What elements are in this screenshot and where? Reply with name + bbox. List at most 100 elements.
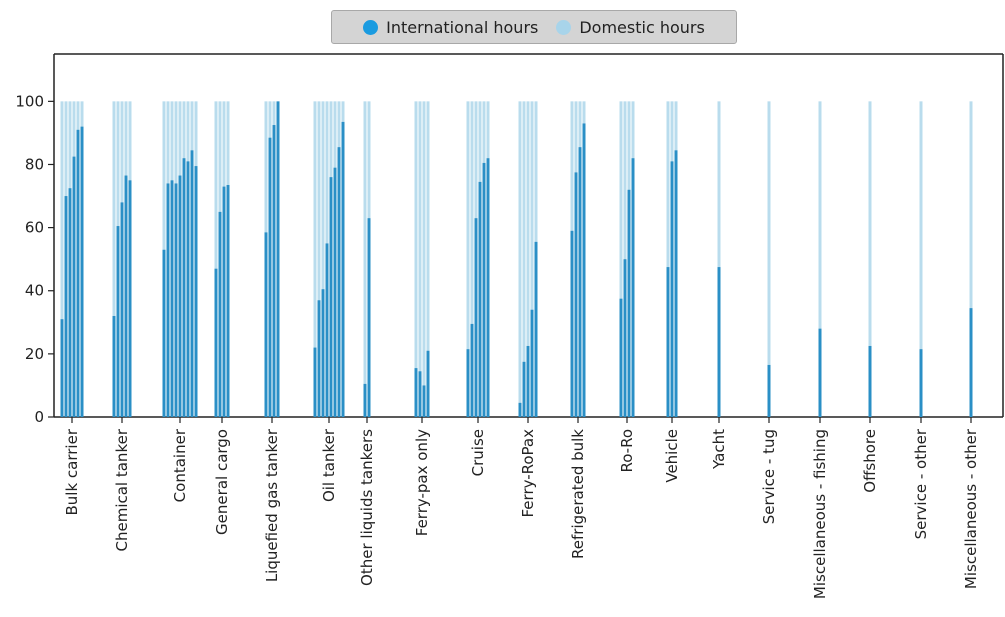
x-tick-label: Vehicle bbox=[663, 429, 681, 483]
domestic-bar bbox=[474, 101, 478, 219]
international-bar bbox=[341, 121, 345, 417]
domestic-bar bbox=[674, 101, 678, 151]
international-bar bbox=[582, 123, 586, 417]
y-tick-label: 20 bbox=[25, 345, 44, 363]
domestic-bar bbox=[526, 101, 530, 346]
domestic-bar bbox=[337, 101, 341, 148]
international-bar bbox=[317, 300, 321, 417]
international-bar bbox=[178, 175, 182, 417]
domestic-bar bbox=[574, 101, 578, 173]
domestic-bar bbox=[76, 101, 80, 130]
legend-label-international: International hours bbox=[386, 17, 539, 37]
y-tick-label: 60 bbox=[25, 219, 44, 237]
international-bar bbox=[124, 175, 128, 417]
domestic-bar bbox=[64, 101, 68, 197]
domestic-bar bbox=[60, 101, 64, 320]
domestic-bar bbox=[321, 101, 325, 290]
domestic-bar bbox=[80, 101, 84, 127]
domestic-bar bbox=[818, 101, 822, 329]
international-bar bbox=[166, 183, 170, 417]
y-tick-label: 40 bbox=[25, 282, 44, 300]
international-bar bbox=[426, 350, 430, 417]
international-bar bbox=[333, 167, 337, 417]
international-bar bbox=[522, 361, 526, 417]
x-tick-label: Miscellaneous - fishing bbox=[811, 429, 829, 599]
international-bar bbox=[214, 268, 218, 417]
domestic-bar bbox=[116, 101, 120, 227]
domestic-bar bbox=[418, 101, 422, 372]
domestic-bar bbox=[264, 101, 268, 233]
domestic-bar bbox=[582, 101, 586, 124]
international-bar bbox=[674, 150, 678, 417]
domestic-bar bbox=[578, 101, 582, 148]
international-bar bbox=[919, 349, 923, 417]
legend-item-domestic[interactable]: Domestic hours bbox=[556, 18, 705, 37]
domestic-bar bbox=[72, 101, 76, 157]
international-bar bbox=[112, 315, 116, 417]
international-bar bbox=[526, 345, 530, 417]
domestic-bar bbox=[623, 101, 627, 260]
domestic-bar bbox=[426, 101, 430, 351]
domestic-bar bbox=[112, 101, 116, 316]
international-bar bbox=[337, 147, 341, 418]
domestic-bar bbox=[414, 101, 418, 369]
x-tick-label: General cargo bbox=[213, 429, 231, 535]
international-bar bbox=[534, 241, 538, 417]
international-bar bbox=[162, 249, 166, 417]
x-tick-label: Container bbox=[171, 428, 189, 502]
x-tick-label: Offshore bbox=[861, 429, 879, 493]
international-bar bbox=[474, 218, 478, 417]
domestic-bar bbox=[341, 101, 345, 122]
international-bar bbox=[182, 158, 186, 417]
domestic-bar bbox=[570, 101, 574, 231]
international-bar bbox=[482, 162, 486, 417]
y-tick-label: 0 bbox=[34, 408, 44, 426]
domestic-bar bbox=[124, 101, 128, 176]
domestic-bar bbox=[717, 101, 721, 268]
domestic-bar bbox=[317, 101, 321, 301]
domestic-bar bbox=[666, 101, 670, 268]
domestic-bar bbox=[482, 101, 486, 163]
legend-item-international[interactable]: International hours bbox=[363, 18, 538, 37]
international-bar bbox=[68, 188, 72, 417]
domestic-bar bbox=[969, 101, 973, 309]
domestic-bar bbox=[120, 101, 124, 203]
domestic-bar bbox=[170, 101, 174, 181]
international-bar bbox=[76, 129, 80, 417]
x-tick-label: Bulk carrier bbox=[63, 428, 81, 515]
international-bar bbox=[530, 309, 534, 417]
international-bar bbox=[670, 161, 674, 417]
international-swatch-icon bbox=[363, 19, 379, 35]
domestic-bar bbox=[218, 101, 222, 212]
x-tick-label: Other liquids tankers bbox=[358, 429, 376, 586]
international-bar bbox=[466, 349, 470, 417]
x-tick-label: Yacht bbox=[710, 429, 728, 470]
international-bar bbox=[60, 319, 64, 417]
domestic-bar bbox=[767, 101, 771, 365]
domestic-bar bbox=[534, 101, 538, 242]
international-bar bbox=[174, 183, 178, 417]
international-bar bbox=[329, 177, 333, 417]
international-bar bbox=[767, 364, 771, 417]
international-bar bbox=[717, 267, 721, 417]
domestic-bar bbox=[162, 101, 166, 250]
international-bar bbox=[268, 137, 272, 417]
x-tick-label: Oil tanker bbox=[320, 428, 338, 502]
domestic-swatch-icon bbox=[556, 19, 572, 35]
international-bar bbox=[363, 383, 367, 417]
international-bar bbox=[186, 161, 190, 417]
domestic-bar bbox=[214, 101, 218, 269]
international-bar bbox=[222, 186, 226, 417]
international-bar bbox=[64, 196, 68, 417]
international-bar bbox=[818, 328, 822, 417]
international-bar bbox=[120, 202, 124, 417]
x-tick-label: Miscellaneous - other bbox=[962, 428, 980, 589]
domestic-bar bbox=[182, 101, 186, 159]
international-bar bbox=[619, 298, 623, 417]
international-bar bbox=[190, 150, 194, 417]
domestic-bar bbox=[272, 101, 276, 126]
x-tick-label: Ferry-RoPax bbox=[519, 429, 537, 518]
x-tick-label: Service - tug bbox=[760, 429, 778, 524]
international-bar bbox=[72, 156, 76, 417]
